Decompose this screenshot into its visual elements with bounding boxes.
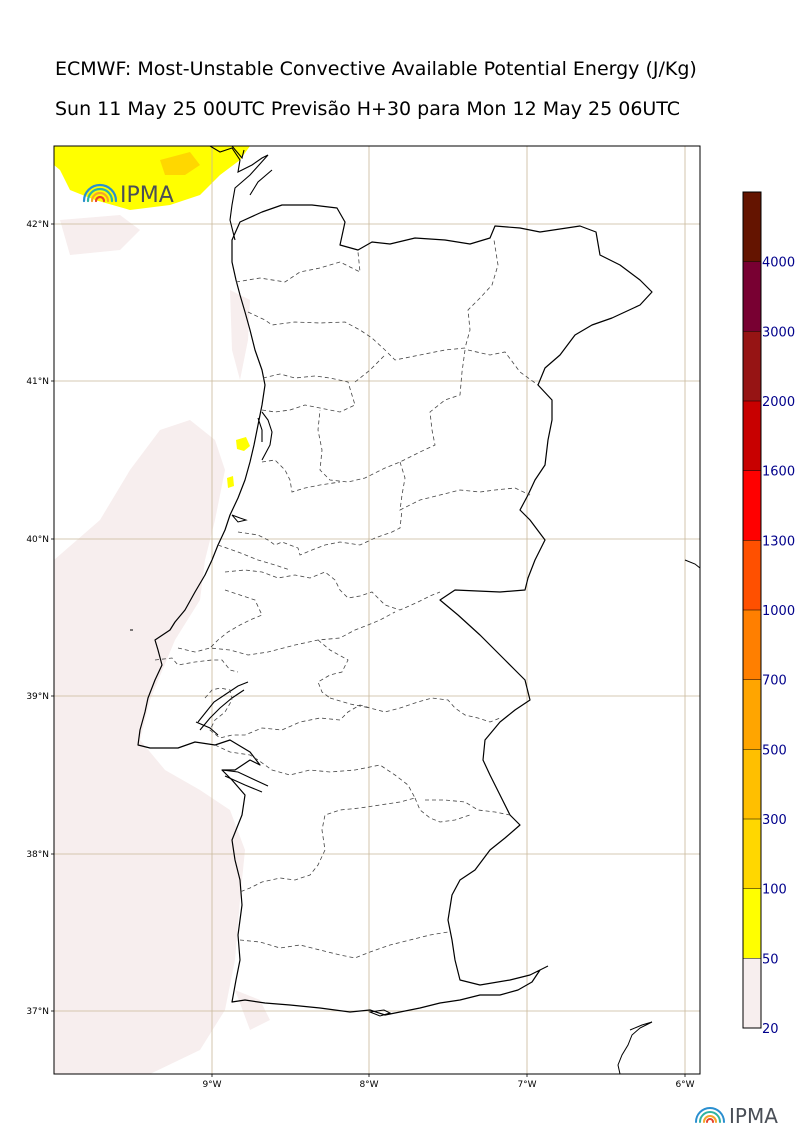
colorbar-segment [743,958,761,1028]
aveiro-lagoon [257,411,273,461]
ria-formosa [368,1009,392,1017]
rainbow-icon [695,1107,725,1123]
lat-label: 40°N [26,535,49,545]
colorbar-tick-label: 20 [762,1022,779,1037]
lon-label: 8°W [359,1080,378,1090]
lat-ticks [51,223,686,1077]
colorbar-tick-label: 3000 [762,325,795,340]
peniche-coast [130,514,248,631]
colorbar-segment [743,610,761,680]
colorbar-tick-label: 300 [762,813,787,828]
ipma-map-logo: IPMA [82,183,174,208]
lat-label: 37°N [26,1007,49,1017]
colorbar-tick-label: 1300 [762,534,795,549]
colorbar-tick-label: 2000 [762,395,795,410]
colorbar-tick-label: 1600 [762,465,795,480]
ipma-footer-logo: IPMA [695,1104,778,1128]
map-grid [54,146,700,1074]
lon-label: 9°W [202,1080,221,1090]
colorbar-segment [743,819,761,889]
colorbar-segment [743,470,761,541]
colorbar-frame [742,191,762,1029]
colorbar-segment [743,261,761,332]
lon-labels: 9°W 8°W 7°W 6°W [202,1080,694,1090]
galicia-coast [209,146,273,241]
lat-label: 41°N [26,377,49,387]
portugal-outline [137,204,653,1016]
map-title: ECMWF: Most-Unstable Convective Availabl… [55,58,697,80]
colorbar: 20 50 100 300 500 700 1000 1300 1600 2000 3000 4000 [742,191,795,1037]
colorbar-segment [743,331,761,401]
colorbar-segment [743,888,761,959]
colorbar-tick-label: 100 [762,883,787,898]
lat-labels: 42°N 41°N 40°N 39°N 38°N 37°N [26,220,49,1017]
colorbar-segment [743,540,761,610]
map-area [54,146,700,1074]
tagus-estuary [195,681,249,736]
colorbar-tick-label: 500 [762,743,787,758]
lat-label: 38°N [26,850,49,860]
colorbar-segment [743,401,761,471]
colorbar-tick-label: 700 [762,674,787,689]
ipma-map-logo-text: IPMA [120,183,174,208]
map-subtitle: Sun 11 May 25 00UTC Previsão H+30 para M… [55,98,681,120]
map-frame [53,145,701,1075]
sado-estuary [221,769,269,793]
lat-label: 39°N [26,692,49,702]
rainbow-icon [82,183,118,203]
lat-label: 42°N [26,220,49,230]
colorbar-segment [743,749,761,819]
colorbar-tick-label: 4000 [762,256,795,271]
lon-label: 6°W [675,1080,694,1090]
lon-label: 7°W [517,1080,536,1090]
guadiana-coast [539,559,700,1074]
district-borders [154,239,539,959]
colorbar-tick-label: 50 [762,952,779,967]
ipma-footer-logo-text: IPMA [729,1104,778,1128]
colorbar-segment [743,679,761,750]
colorbar-tick-label: 1000 [762,604,795,619]
colorbar-segment [743,192,761,262]
